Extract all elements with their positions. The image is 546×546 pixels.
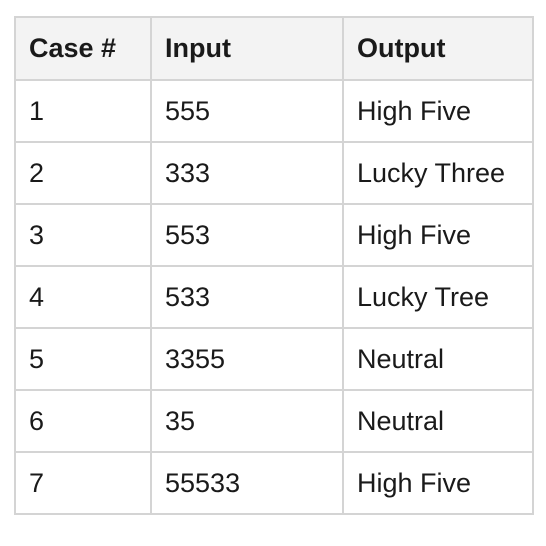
cell-case-number: 2 <box>14 141 152 205</box>
header-row: Case # Input Output <box>14 16 534 81</box>
cell-output: Neutral <box>342 389 534 453</box>
cell-input: 55533 <box>150 451 344 515</box>
table-row: 4 533 Lucky Tree <box>14 265 534 329</box>
cell-input: 3355 <box>150 327 344 391</box>
table-row: 6 35 Neutral <box>14 389 534 453</box>
cell-output: High Five <box>342 79 534 143</box>
cell-input: 533 <box>150 265 344 329</box>
cell-case-number: 5 <box>14 327 152 391</box>
test-cases-table: Case # Input Output 1 555 High Five 2 33… <box>14 16 534 515</box>
cell-output: Lucky Three <box>342 141 534 205</box>
cell-input: 555 <box>150 79 344 143</box>
header-output: Output <box>342 16 534 81</box>
cell-case-number: 4 <box>14 265 152 329</box>
cell-output: High Five <box>342 203 534 267</box>
cell-output: Lucky Tree <box>342 265 534 329</box>
cell-case-number: 3 <box>14 203 152 267</box>
test-cases-table-container: Case # Input Output 1 555 High Five 2 33… <box>14 16 534 515</box>
header-input: Input <box>150 16 344 81</box>
cell-input: 553 <box>150 203 344 267</box>
table-row: 2 333 Lucky Three <box>14 141 534 205</box>
table-row: 5 3355 Neutral <box>14 327 534 391</box>
header-case-number: Case # <box>14 16 152 81</box>
table-row: 3 553 High Five <box>14 203 534 267</box>
cell-case-number: 7 <box>14 451 152 515</box>
cell-case-number: 1 <box>14 79 152 143</box>
cell-output: High Five <box>342 451 534 515</box>
table-row: 7 55533 High Five <box>14 451 534 515</box>
cell-case-number: 6 <box>14 389 152 453</box>
cell-input: 35 <box>150 389 344 453</box>
cell-output: Neutral <box>342 327 534 391</box>
cell-input: 333 <box>150 141 344 205</box>
table-row: 1 555 High Five <box>14 79 534 143</box>
